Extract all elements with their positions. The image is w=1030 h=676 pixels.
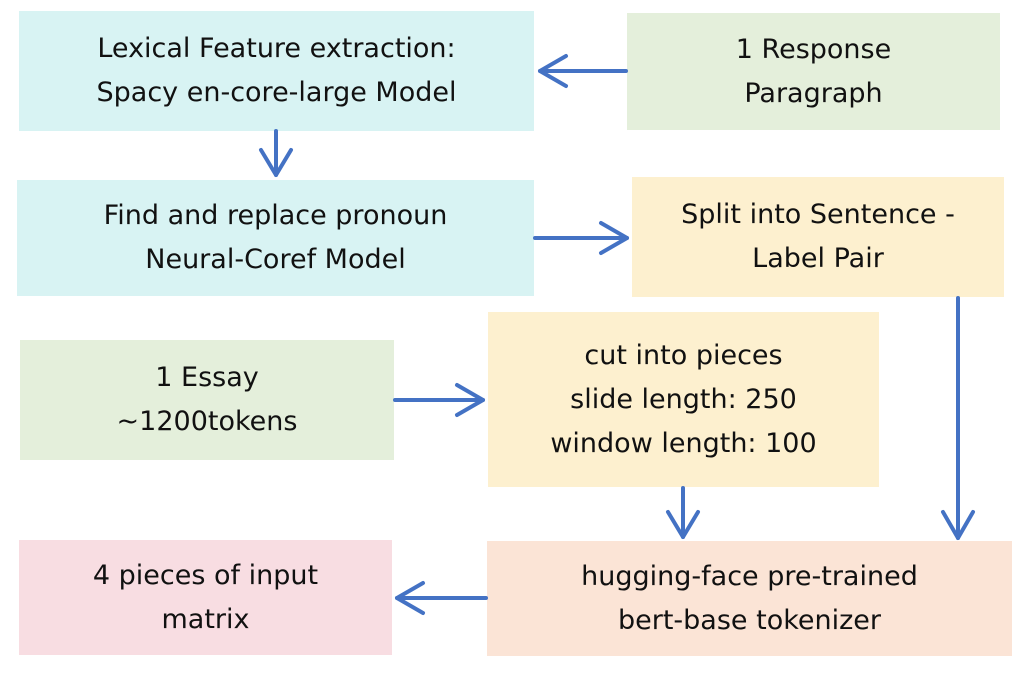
node-label-line: Label Pair (752, 243, 884, 274)
bert-tokenizer-node: hugging-face pre-trained bert-base token… (487, 541, 1012, 656)
node-label-line: matrix (161, 603, 250, 635)
node-label-line: Neural-Coref Model (145, 244, 406, 275)
arrow-tokenizer-to-output (395, 581, 488, 615)
node-label-line: Find and replace pronoun (103, 200, 448, 231)
node-label-line: 4 pieces of input (92, 559, 319, 591)
node-label-line: hugging-face pre-trained (581, 560, 918, 592)
node-label-line: ~1200tokens (116, 406, 298, 437)
cut-into-pieces-node: cut into pieces slide length: 250 window… (488, 312, 879, 487)
essay-node: 1 Essay ~1200tokens (20, 340, 394, 460)
node-label-line: window length: 100 (550, 427, 817, 459)
node-label-line: bert-base tokenizer (617, 604, 881, 636)
node-label-line: Split into Sentence - (681, 199, 955, 230)
node-label-line: Paragraph (744, 77, 883, 109)
arrow-response-to-lexical (538, 54, 628, 88)
arrow-lexical-to-coref (259, 129, 293, 177)
arrow-cut-to-tokenizer (666, 486, 700, 539)
arrow-essay-to-cut (393, 383, 485, 417)
node-label-line: Lexical Feature extraction: (97, 33, 456, 64)
node-label-line: Spacy en-core-large Model (96, 77, 457, 108)
arrow-split-to-tokenizer (941, 296, 975, 540)
lexical-feature-extraction-node: Lexical Feature extraction: Spacy en-cor… (19, 11, 534, 131)
node-label-line: slide length: 250 (570, 383, 797, 415)
neural-coref-node: Find and replace pronoun Neural-Coref Mo… (17, 180, 534, 296)
node-label-line: 1 Response (735, 33, 892, 65)
split-sentence-label-node: Split into Sentence - Label Pair (632, 177, 1004, 297)
input-matrix-node: 4 pieces of input matrix (19, 540, 392, 655)
node-label-line: 1 Essay (155, 362, 259, 393)
response-paragraph-node: 1 Response Paragraph (627, 13, 1000, 130)
node-label-line: cut into pieces (584, 339, 783, 371)
arrow-coref-to-split (533, 221, 629, 255)
